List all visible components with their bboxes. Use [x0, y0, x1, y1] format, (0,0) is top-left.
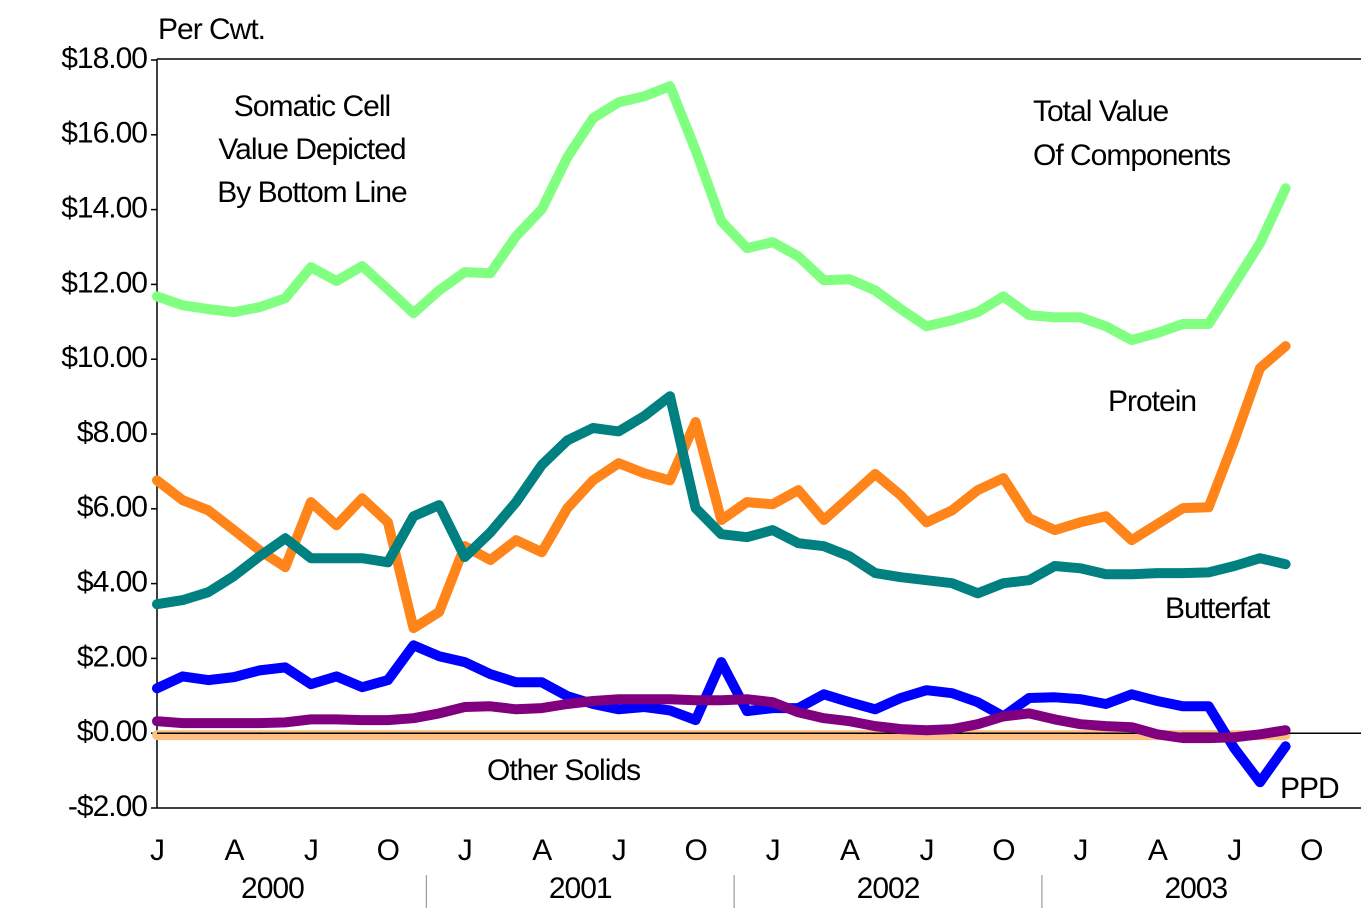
- x-tick-label: O: [377, 834, 399, 867]
- x-tick-label: J: [1227, 834, 1241, 867]
- y-tick-label: $0.00: [77, 715, 147, 748]
- series-line: [152, 694, 1291, 744]
- x-tick-label: J: [766, 834, 780, 867]
- x-tick-label: O: [684, 834, 706, 867]
- x-tick-label: A: [532, 834, 552, 867]
- y-tick-label: $16.00: [61, 117, 147, 150]
- x-tick-label: A: [224, 834, 244, 867]
- y-tick-label: $12.00: [61, 266, 147, 299]
- year-label: 2001: [549, 872, 612, 905]
- x-tick-label: A: [840, 834, 860, 867]
- y-tick-label: $14.00: [61, 192, 147, 225]
- y-tick-label: $2.00: [77, 640, 147, 673]
- series-label: By Bottom Line: [217, 176, 407, 209]
- x-tick-label: O: [1300, 834, 1322, 867]
- year-label: 2003: [1164, 872, 1227, 905]
- x-tick-label: O: [992, 834, 1014, 867]
- y-tick-label: $4.00: [77, 566, 147, 599]
- x-tick-label: J: [304, 834, 318, 867]
- x-tick-label: J: [150, 834, 164, 867]
- series-label: PPD: [1280, 772, 1339, 805]
- year-label: 2000: [241, 872, 304, 905]
- series-label: Butterfat: [1165, 592, 1271, 625]
- series-line: [152, 341, 1291, 634]
- x-tick-label: J: [458, 834, 472, 867]
- series-label: Protein: [1108, 385, 1196, 418]
- series-label: Other Solids: [487, 754, 640, 787]
- x-tick-label: A: [1148, 834, 1168, 867]
- series-line: [152, 81, 1291, 346]
- series-label: Somatic Cell: [234, 90, 390, 123]
- series-line: [152, 391, 1291, 610]
- x-tick-label: J: [1073, 834, 1087, 867]
- y-axis-label: Per Cwt.: [158, 13, 265, 46]
- year-label: 2002: [857, 872, 920, 905]
- y-tick-label: $10.00: [61, 341, 147, 374]
- series-label: Total Value: [1033, 95, 1169, 128]
- y-tick-label: -$2.00: [68, 790, 147, 823]
- y-tick-label: $8.00: [77, 416, 147, 449]
- x-tick-label: J: [612, 834, 626, 867]
- series-label: Value Depicted: [218, 133, 405, 166]
- y-tick-label: $18.00: [61, 42, 147, 75]
- x-tick-label: J: [920, 834, 934, 867]
- series-line: [152, 640, 1291, 788]
- series-label: Of Components: [1033, 139, 1230, 172]
- y-tick-label: $6.00: [77, 491, 147, 524]
